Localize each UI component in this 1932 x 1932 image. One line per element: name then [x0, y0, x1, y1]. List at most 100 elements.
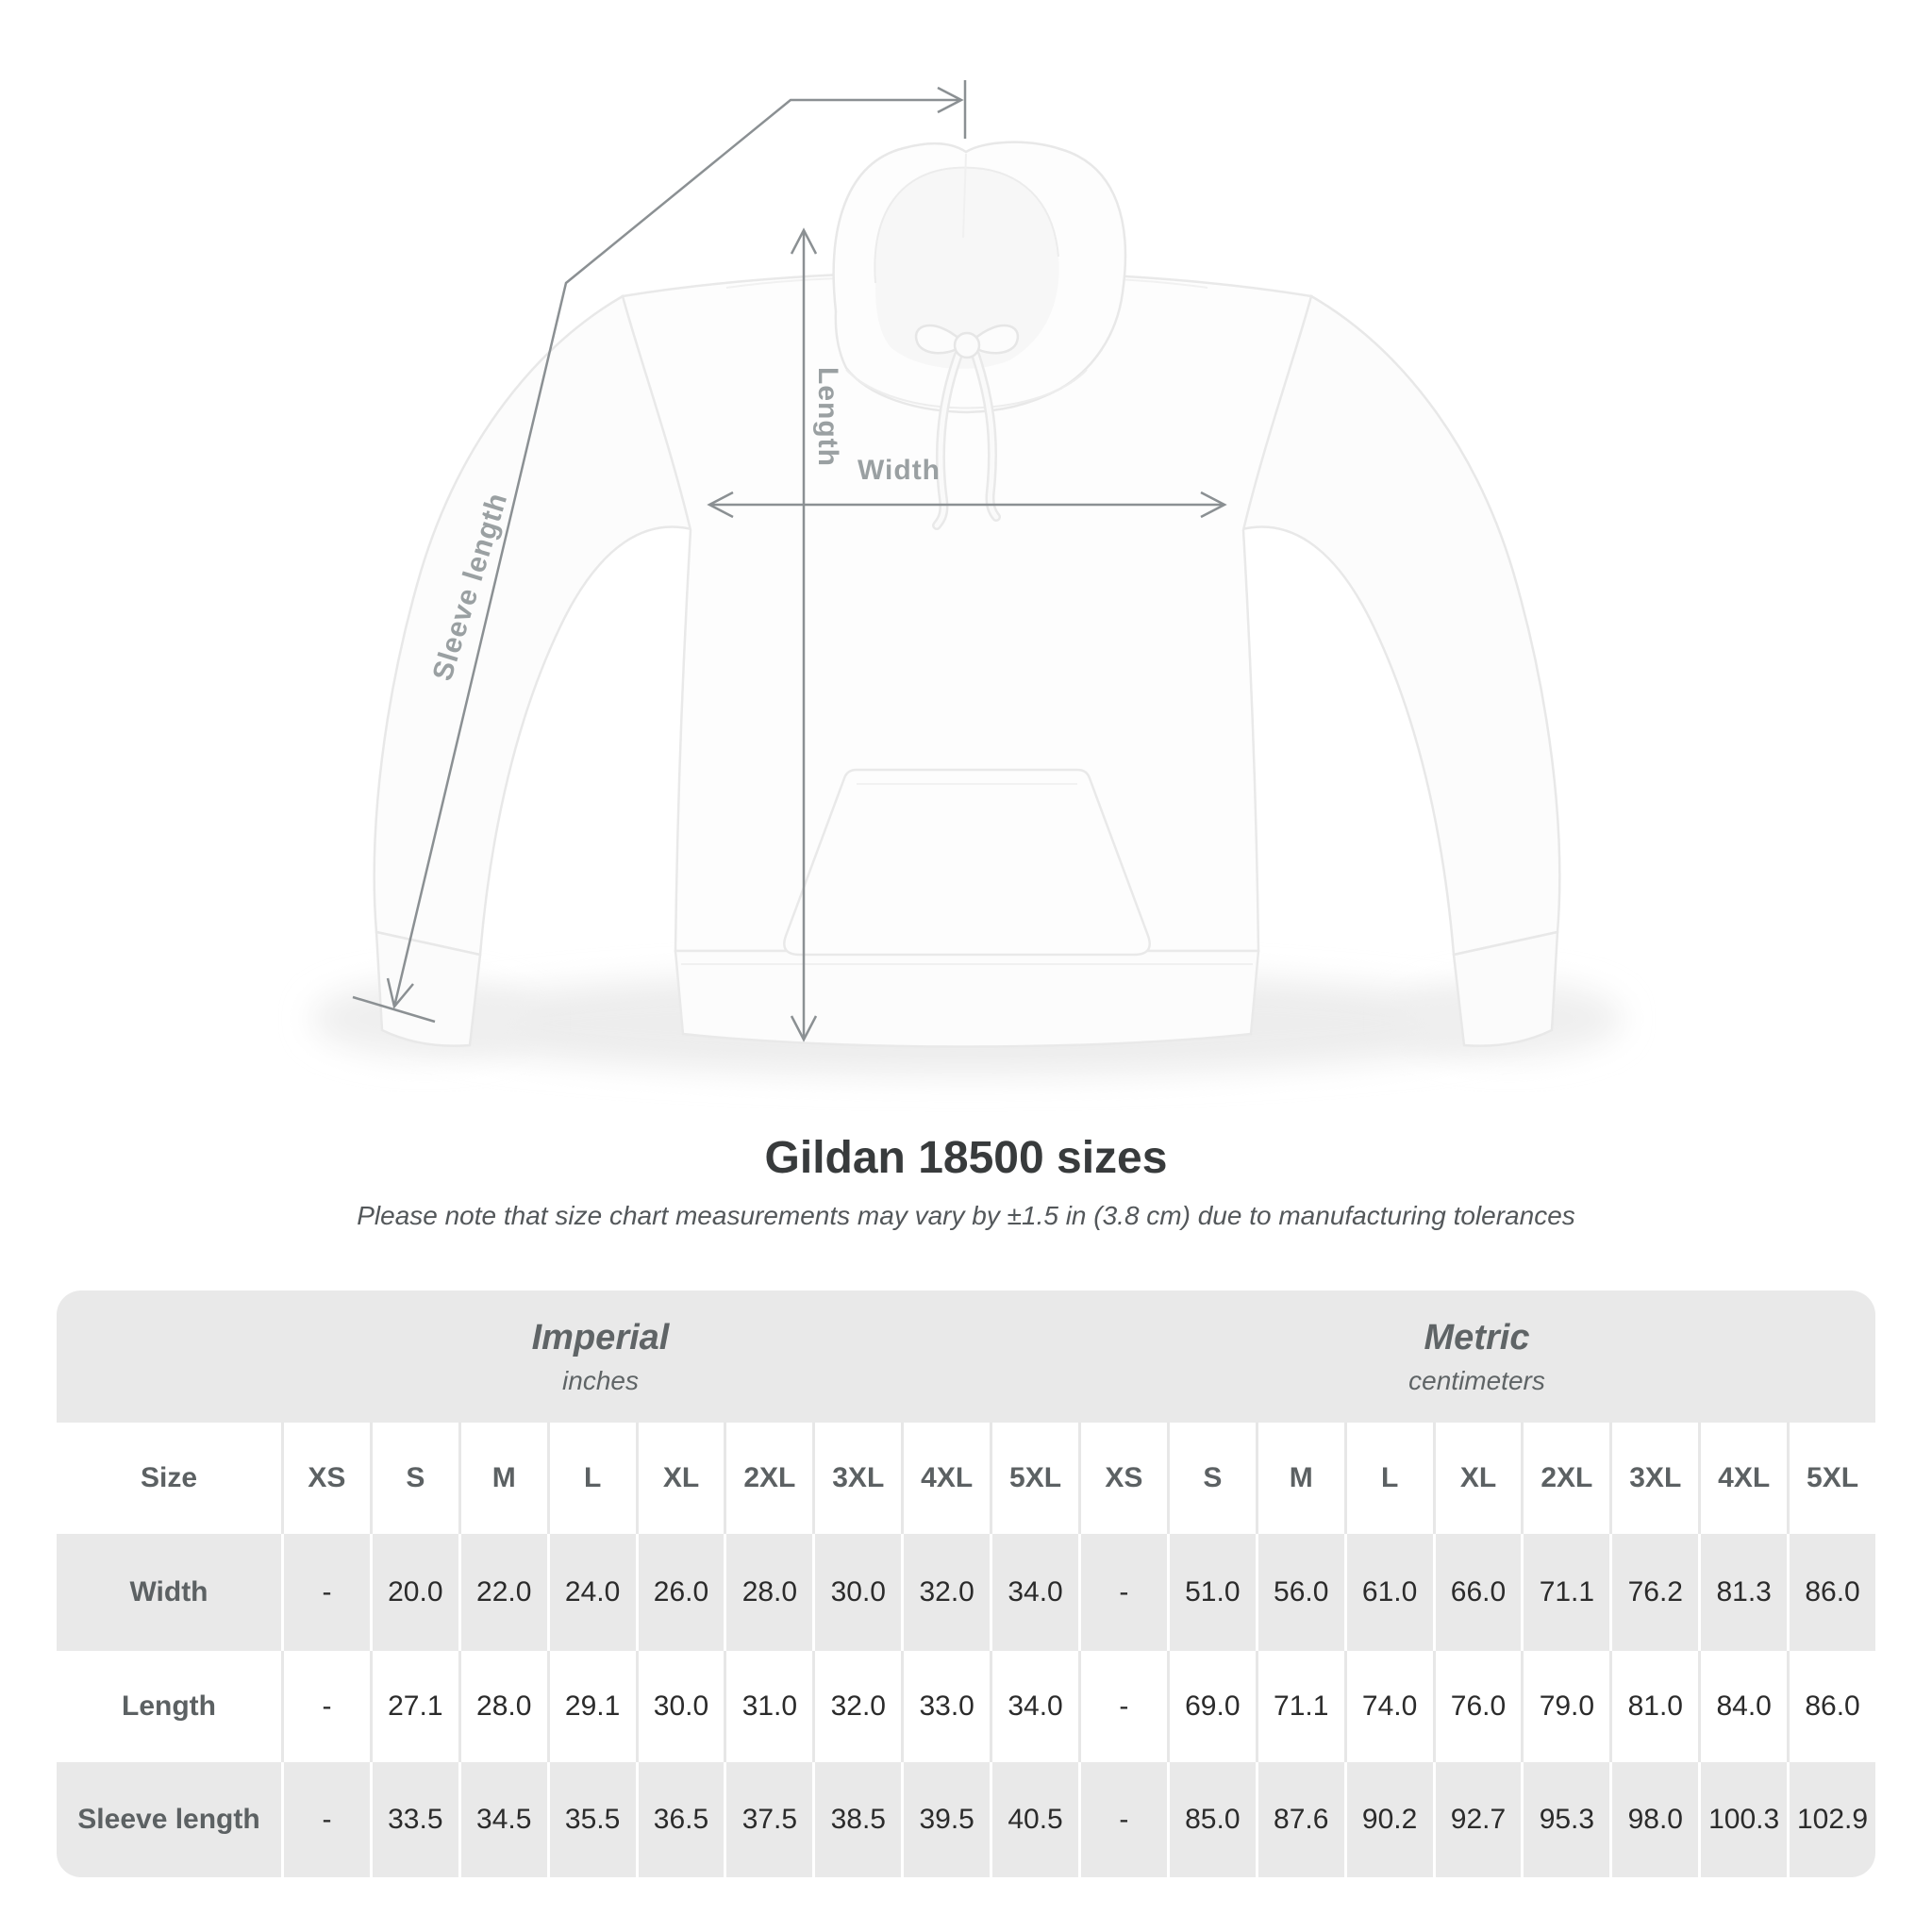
table-cell: 69.0	[1166, 1651, 1256, 1762]
table-cell: 30.0	[635, 1651, 724, 1762]
table-cell: 56.0	[1255, 1534, 1344, 1651]
table-cell: 40.5	[990, 1762, 1078, 1877]
table-cell: 87.6	[1255, 1762, 1344, 1877]
size-column-header: M	[1255, 1423, 1344, 1534]
table-cell: -	[1077, 1762, 1167, 1877]
table-row: Length -27.1 28.0 29.1 30.0 31.0 32.0 33.0 34.0-…	[57, 1651, 1875, 1762]
table-cell: 95.3	[1521, 1762, 1609, 1877]
table-cell: 37.5	[724, 1762, 812, 1877]
table-cell: 34.0	[990, 1534, 1078, 1651]
table-cell: 27.1	[369, 1651, 458, 1762]
table-cell: 81.3	[1698, 1534, 1787, 1651]
table-cell: 66.0	[1432, 1534, 1522, 1651]
size-column-header: 5XL	[990, 1423, 1078, 1534]
table-cell: 74.0	[1343, 1651, 1433, 1762]
table-cell: -	[1077, 1651, 1167, 1762]
table-row: Width -20.0 22.0 24.0 26.0 28.0 30.0 32.0 34.0-5…	[57, 1534, 1875, 1651]
table-cell: -	[281, 1651, 370, 1762]
size-column-header: 3XL	[1609, 1423, 1698, 1534]
width-annotation-label: Width	[857, 455, 941, 486]
size-column-header: M	[458, 1423, 547, 1534]
metric-group-label: Metric	[1424, 1317, 1530, 1357]
table-cell: 32.0	[901, 1534, 990, 1651]
size-column-header: 2XL	[1521, 1423, 1609, 1534]
table-cell: 100.3	[1698, 1762, 1787, 1877]
size-column-header: S	[1166, 1423, 1256, 1534]
heading-block: Gildan 18500 sizes Please note that size…	[0, 1132, 1932, 1231]
table-cell: 35.5	[546, 1762, 636, 1877]
size-column-header: 4XL	[1698, 1423, 1787, 1534]
table-cell: 28.0	[724, 1534, 812, 1651]
table-header-row: Size XS S M L XL 2XL 3XL 4XL 5XL XS S M L XL 2XL 3XL 4XL…	[57, 1423, 1875, 1534]
size-column-header: L	[546, 1423, 636, 1534]
table-cell: 71.1	[1255, 1651, 1344, 1762]
table-cell: 36.5	[635, 1762, 724, 1877]
table-cell: -	[1077, 1534, 1167, 1651]
length-annotation-label: Length	[812, 367, 843, 467]
sleeve-measure-line	[352, 80, 967, 1024]
table-cell: 92.7	[1432, 1762, 1522, 1877]
table-cell: 30.0	[812, 1534, 901, 1651]
metric-group-unit: centimeters	[1408, 1365, 1545, 1395]
metric-group-header: Metric centimeters	[1078, 1291, 1875, 1423]
table-cell: 102.9	[1787, 1762, 1875, 1877]
table-cell: 90.2	[1343, 1762, 1433, 1877]
size-column-header: XS	[1077, 1423, 1167, 1534]
table-cell: 79.0	[1521, 1651, 1609, 1762]
table-cell: -	[281, 1534, 370, 1651]
size-column-header: XL	[635, 1423, 724, 1534]
length-measure-line	[790, 227, 818, 1042]
table-cell: 20.0	[369, 1534, 458, 1651]
page-title: Gildan 18500 sizes	[764, 1133, 1168, 1183]
table-cell: 38.5	[812, 1762, 901, 1877]
hoodie-waistband	[674, 949, 1260, 1048]
hoodie-right-sleeve	[1237, 294, 1561, 1047]
hoodie-pocket	[783, 768, 1151, 957]
table-cell: 86.0	[1787, 1651, 1875, 1762]
table-cell: 39.5	[901, 1762, 990, 1877]
table-cell: 34.5	[458, 1762, 547, 1877]
table-cell: 33.5	[369, 1762, 458, 1877]
table-cell: 61.0	[1343, 1534, 1433, 1651]
table-cell: 29.1	[546, 1651, 636, 1762]
size-column-header: S	[369, 1423, 458, 1534]
hoodie-left-sleeve	[373, 294, 697, 1047]
row-label: Sleeve length	[77, 1804, 260, 1835]
size-corner-header: Size	[140, 1462, 198, 1493]
size-column-header: 4XL	[901, 1423, 990, 1534]
hoodie-hood	[832, 141, 1127, 414]
table-cell: 98.0	[1609, 1762, 1698, 1877]
size-column-header: 3XL	[812, 1423, 901, 1534]
size-column-header: 5XL	[1787, 1423, 1875, 1534]
imperial-group-label: Imperial	[531, 1317, 670, 1357]
size-column-header: XL	[1432, 1423, 1522, 1534]
table-body: Width -20.0 22.0 24.0 26.0 28.0 30.0 32.0 34.0-5…	[57, 1534, 1875, 1877]
table-cell: 71.1	[1521, 1534, 1609, 1651]
imperial-group-header: Imperial inches	[57, 1291, 1078, 1423]
table-cell: 81.0	[1609, 1651, 1698, 1762]
table-cell: -	[281, 1762, 370, 1877]
table-cell: 76.0	[1432, 1651, 1522, 1762]
width-measure-line	[707, 491, 1227, 519]
table-cell: 24.0	[546, 1534, 636, 1651]
table-cell: 86.0	[1787, 1534, 1875, 1651]
table-cell: 84.0	[1698, 1651, 1787, 1762]
table-cell: 32.0	[812, 1651, 901, 1762]
imperial-group-unit: inches	[562, 1365, 639, 1395]
table-cell: 33.0	[901, 1651, 990, 1762]
table-cell: 85.0	[1166, 1762, 1256, 1877]
hoodie-illustration: Width Length Sleeve length	[311, 80, 1623, 1075]
table-cell: 76.2	[1609, 1534, 1698, 1651]
table-cell: 26.0	[635, 1534, 724, 1651]
hoodie-drawstrings	[914, 324, 1020, 530]
size-column-header: L	[1343, 1423, 1433, 1534]
row-label: Width	[129, 1576, 208, 1607]
size-column-header: XS	[281, 1423, 370, 1534]
row-label: Length	[122, 1690, 216, 1722]
table-row: Sleeve length -33.5 34.5 35.5 36.5 37.5 38.5 39…	[57, 1762, 1875, 1877]
table-group-header-row: Imperial inches Metric centimeters	[57, 1291, 1875, 1423]
table-cell: 22.0	[458, 1534, 547, 1651]
table-cell: 31.0	[724, 1651, 812, 1762]
table-cell: 51.0	[1166, 1534, 1256, 1651]
